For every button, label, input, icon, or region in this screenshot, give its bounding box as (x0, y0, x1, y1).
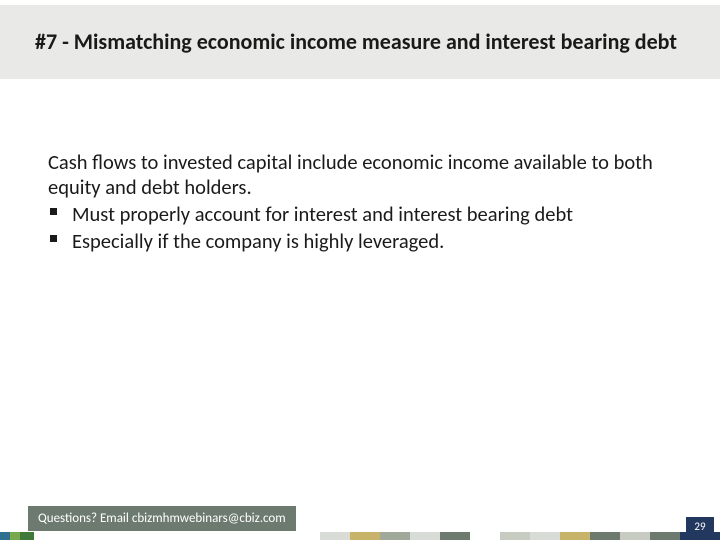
page-number: 29 (686, 517, 714, 535)
color-strip-segment (380, 532, 410, 540)
color-strip (0, 532, 720, 540)
color-strip-segment (470, 532, 500, 540)
bullet-item: Especially if the company is highly leve… (48, 229, 680, 254)
title-band: #7 - Mismatching economic income measure… (0, 5, 720, 79)
color-strip-segment (530, 532, 560, 540)
square-bullet-icon (50, 208, 57, 215)
color-strip-segment (10, 532, 20, 540)
bullet-item: Must properly account for interest and i… (48, 202, 680, 227)
slide: #7 - Mismatching economic income measure… (0, 0, 720, 540)
body-paragraph: Cash flows to invested capital include e… (48, 150, 680, 200)
color-strip-segment (560, 532, 590, 540)
color-strip-segment (350, 532, 380, 540)
color-strip-segment (620, 532, 650, 540)
footer-questions: Questions? Email cbizmhmwebinars@cbiz.co… (28, 506, 296, 531)
bullet-list: Must properly account for interest and i… (48, 202, 680, 254)
square-bullet-icon (50, 235, 57, 242)
color-strip-segment (590, 532, 620, 540)
color-strip-segment (20, 532, 34, 540)
color-strip-segment (410, 532, 440, 540)
color-strip-segment (500, 532, 530, 540)
color-strip-segment (0, 532, 10, 540)
bullet-text: Especially if the company is highly leve… (72, 228, 444, 254)
body: Cash flows to invested capital include e… (48, 150, 680, 256)
slide-title: #7 - Mismatching economic income measure… (35, 29, 677, 54)
bullet-text: Must properly account for interest and i… (72, 201, 573, 227)
color-strip-segment (650, 532, 680, 540)
color-strip-segment (440, 532, 470, 540)
color-strip-segment (34, 532, 320, 540)
color-strip-segment (320, 532, 350, 540)
